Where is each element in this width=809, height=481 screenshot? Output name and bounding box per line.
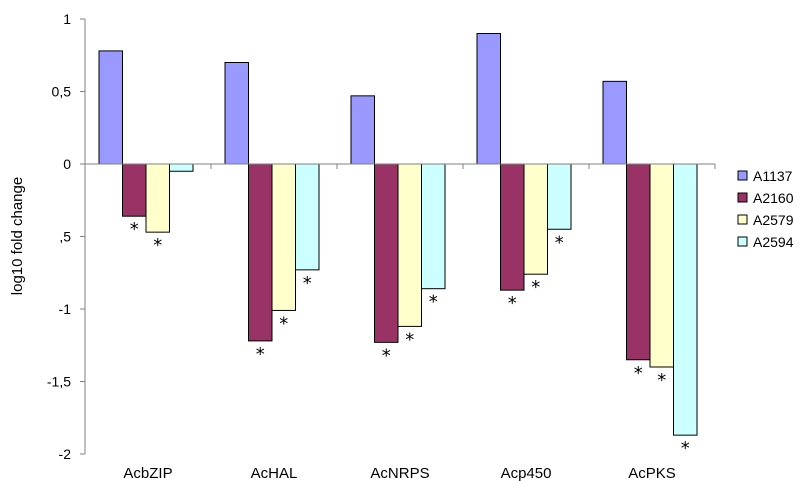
y-tick-label: 1	[63, 11, 71, 27]
bar-a2579-acp450	[523, 163, 548, 275]
bar-a2160-achal	[248, 163, 273, 342]
y-tick-label: 0,5	[52, 84, 72, 100]
x-tick-label: AcNRPS	[370, 465, 429, 481]
significance-marker: *	[303, 273, 312, 294]
legend-swatch-a1137	[737, 170, 748, 181]
legend-label-a2579: A2579	[753, 212, 794, 228]
bar-a1137-acbzip	[98, 50, 123, 165]
significance-marker: *	[153, 235, 162, 256]
x-tick-label: AcHAL	[251, 465, 298, 481]
significance-marker: *	[681, 438, 690, 459]
bar-a2579-acnrps	[397, 163, 422, 327]
bar-a2594-acpks	[673, 163, 698, 436]
significance-marker: *	[531, 277, 540, 298]
legend-swatch-a2579	[737, 214, 748, 225]
bar-a2160-acnrps	[374, 163, 399, 343]
significance-marker: *	[256, 344, 265, 365]
significance-marker: *	[429, 292, 438, 313]
x-tick-label: Acp450	[501, 465, 552, 481]
legend-label-a2594: A2594	[753, 234, 794, 250]
y-tick-label: -1,5	[47, 374, 71, 390]
bar-a1137-acpks	[602, 80, 627, 165]
bar-a2160-acpks	[626, 163, 651, 361]
bar-a1137-acnrps	[350, 95, 375, 165]
plot-area: * * * * * * * * * * * * * *	[98, 33, 698, 459]
significance-marker: *	[279, 313, 288, 334]
x-tick-label: AcPKS	[628, 465, 676, 481]
legend-label-a1137: A1137	[753, 168, 793, 184]
bar-a2594-acbzip	[169, 163, 194, 172]
significance-marker: *	[555, 232, 564, 253]
bar-a2594-achal	[295, 163, 320, 271]
significance-marker: *	[130, 219, 139, 240]
significance-marker: *	[634, 363, 643, 384]
significance-marker: *	[508, 293, 517, 314]
legend: A1137 A2160 A2579 A2594	[737, 168, 794, 250]
legend-label-a2160: A2160	[753, 190, 794, 206]
legend-swatch-a2594	[737, 236, 748, 247]
y-axis-title: log10 fold change	[9, 177, 26, 295]
bar-a2579-acpks	[649, 163, 674, 368]
significance-marker: *	[405, 329, 414, 350]
y-tick-label: -1	[59, 301, 72, 317]
significance-marker: *	[657, 370, 666, 391]
bar-a1137-achal	[224, 62, 249, 165]
bar-a2579-achal	[271, 163, 296, 311]
y-tick-label: ,5	[59, 229, 71, 245]
legend-swatch-a2160	[737, 192, 748, 203]
bar-a1137-acp450	[476, 33, 501, 165]
y-tick-label: -2	[59, 446, 72, 462]
x-tick-label: AcbZIP	[123, 465, 172, 481]
bar-a2594-acp450	[547, 163, 572, 230]
y-tick-label: 0	[63, 156, 71, 172]
bar-a2160-acbzip	[122, 163, 147, 217]
significance-marker: *	[382, 345, 391, 366]
bar-a2579-acbzip	[145, 163, 170, 233]
bar-a2160-acp450	[500, 163, 525, 291]
bar-a2594-acnrps	[421, 163, 446, 290]
